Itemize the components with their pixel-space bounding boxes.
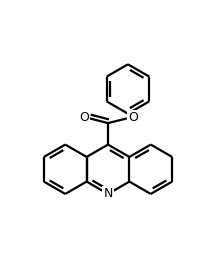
Text: O: O xyxy=(79,111,89,124)
Text: N: N xyxy=(103,187,113,200)
Text: O: O xyxy=(128,111,138,124)
